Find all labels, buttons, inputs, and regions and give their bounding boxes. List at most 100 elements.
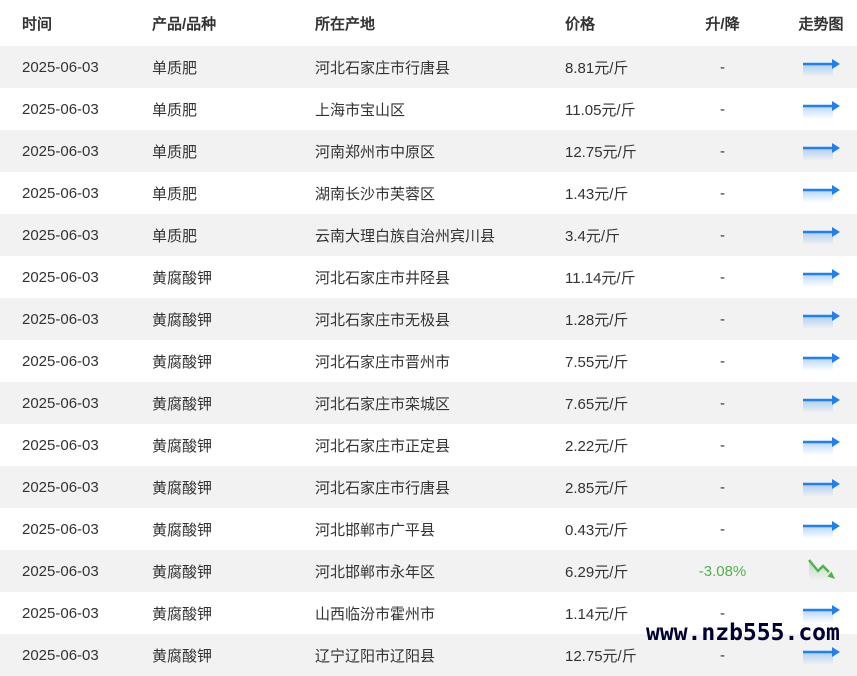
flat-trend-arrow-icon[interactable] [801, 264, 841, 290]
cell-trend [785, 424, 857, 466]
cell-location: 湖南长沙市芙蓉区 [315, 185, 436, 203]
cell-product: 单质肥 [152, 185, 198, 203]
cell-change: - [660, 340, 785, 382]
cell-change: - [660, 130, 785, 172]
cell-trend [785, 256, 857, 298]
cell-location: 河北石家庄市栾城区 [315, 395, 451, 413]
cell-product: 黄腐酸钾 [152, 563, 213, 581]
column-header-price: 价格 [543, 0, 660, 46]
table-row: 2025-06-03 单质肥 湖南长沙市芙蓉区 1.43元/斤 - [0, 172, 857, 214]
flat-trend-arrow-icon[interactable] [801, 516, 841, 542]
cell-date: 2025-06-03 [22, 184, 99, 202]
cell-trend [785, 130, 857, 172]
table-row: 2025-06-03 黄腐酸钾 河北邯郸市广平县 0.43元/斤 - [0, 508, 857, 550]
cell-price: 1.28元/斤 [565, 311, 629, 329]
down-trend-arrow-icon[interactable] [804, 556, 838, 586]
cell-change: -3.08% [660, 550, 785, 592]
cell-change: - [660, 298, 785, 340]
cell-date: 2025-06-03 [22, 142, 99, 160]
cell-location: 河北石家庄市行唐县 [315, 59, 451, 77]
cell-change: - [660, 256, 785, 298]
cell-trend [785, 508, 857, 550]
change-value: - [720, 604, 725, 622]
flat-trend-arrow-icon[interactable] [801, 306, 841, 332]
table-body: 2025-06-03 单质肥 河北石家庄市行唐县 8.81元/斤 - 2025-… [0, 46, 857, 676]
table-row: 2025-06-03 单质肥 上海市宝山区 11.05元/斤 - [0, 88, 857, 130]
change-value: - [720, 100, 725, 118]
cell-location: 云南大理白族自治州宾川县 [315, 227, 496, 245]
flat-trend-arrow-icon[interactable] [801, 138, 841, 164]
table-row: 2025-06-03 单质肥 云南大理白族自治州宾川县 3.4元/斤 - [0, 214, 857, 256]
cell-change: - [660, 46, 785, 88]
cell-price: 12.75元/斤 [565, 143, 637, 161]
flat-trend-arrow-icon[interactable] [801, 432, 841, 458]
cell-trend [785, 298, 857, 340]
cell-location: 河北石家庄市晋州市 [315, 353, 451, 371]
table-row: 2025-06-03 黄腐酸钾 河北石家庄市晋州市 7.55元/斤 - [0, 340, 857, 382]
cell-change: - [660, 508, 785, 550]
change-value: - [720, 478, 725, 496]
cell-location: 上海市宝山区 [315, 101, 406, 119]
table-row: 2025-06-03 黄腐酸钾 河北石家庄市正定县 2.22元/斤 - [0, 424, 857, 466]
table-row: 2025-06-03 黄腐酸钾 河北石家庄市无极县 1.28元/斤 - [0, 298, 857, 340]
flat-trend-arrow-icon[interactable] [801, 642, 841, 668]
cell-price: 2.22元/斤 [565, 437, 629, 455]
cell-date: 2025-06-03 [22, 58, 99, 76]
table-row: 2025-06-03 单质肥 河南郑州市中原区 12.75元/斤 - [0, 130, 857, 172]
cell-trend [785, 172, 857, 214]
cell-product: 单质肥 [152, 101, 198, 119]
cell-price: 11.14元/斤 [565, 269, 636, 287]
change-value: - [720, 520, 725, 538]
change-value: - [720, 226, 725, 244]
cell-change: - [660, 634, 785, 676]
cell-trend [785, 214, 857, 256]
cell-location: 河南郑州市中原区 [315, 143, 436, 161]
cell-price: 12.75元/斤 [565, 647, 637, 665]
cell-date: 2025-06-03 [22, 310, 99, 328]
cell-location: 辽宁辽阳市辽阳县 [315, 647, 436, 665]
cell-product: 单质肥 [152, 227, 198, 245]
cell-product: 黄腐酸钾 [152, 395, 213, 413]
cell-date: 2025-06-03 [22, 394, 99, 412]
column-header-location: 所在产地 [293, 0, 543, 46]
flat-trend-arrow-icon[interactable] [801, 96, 841, 122]
cell-trend [785, 550, 857, 592]
change-value: - [720, 268, 725, 286]
flat-trend-arrow-icon[interactable] [801, 222, 841, 248]
cell-change: - [660, 214, 785, 256]
cell-trend [785, 592, 857, 634]
cell-location: 河北邯郸市广平县 [315, 521, 436, 539]
cell-price: 1.43元/斤 [565, 185, 629, 203]
table-row: 2025-06-03 黄腐酸钾 河北石家庄市栾城区 7.65元/斤 - [0, 382, 857, 424]
flat-trend-arrow-icon[interactable] [801, 180, 841, 206]
cell-location: 河北石家庄市井陉县 [315, 269, 451, 287]
cell-product: 单质肥 [152, 59, 198, 77]
cell-trend [785, 340, 857, 382]
flat-trend-arrow-icon[interactable] [801, 474, 841, 500]
cell-trend [785, 466, 857, 508]
cell-date: 2025-06-03 [22, 268, 99, 286]
flat-trend-arrow-icon[interactable] [801, 600, 841, 626]
change-value: - [720, 184, 725, 202]
header-row: 时间 产品/品种 所在产地 价格 升/降 走势图 [0, 0, 857, 46]
cell-trend [785, 382, 857, 424]
column-header-product: 产品/品种 [130, 0, 293, 46]
change-value: - [720, 394, 725, 412]
cell-product: 黄腐酸钾 [152, 647, 213, 665]
cell-product: 黄腐酸钾 [152, 437, 213, 455]
flat-trend-arrow-icon[interactable] [801, 348, 841, 374]
table-row: 2025-06-03 黄腐酸钾 河北邯郸市永年区 6.29元/斤 -3.08% [0, 550, 857, 592]
column-header-time: 时间 [0, 0, 130, 46]
table-row: 2025-06-03 黄腐酸钾 河北石家庄市行唐县 2.85元/斤 - [0, 466, 857, 508]
table-row: 2025-06-03 单质肥 河北石家庄市行唐县 8.81元/斤 - [0, 46, 857, 88]
cell-product: 黄腐酸钾 [152, 605, 213, 623]
flat-trend-arrow-icon[interactable] [801, 390, 841, 416]
cell-date: 2025-06-03 [22, 478, 99, 496]
cell-product: 黄腐酸钾 [152, 353, 213, 371]
cell-location: 河北石家庄市正定县 [315, 437, 451, 455]
cell-product: 黄腐酸钾 [152, 269, 213, 287]
cell-price: 11.05元/斤 [565, 101, 636, 119]
flat-trend-arrow-icon[interactable] [801, 54, 841, 80]
cell-product: 单质肥 [152, 143, 198, 161]
